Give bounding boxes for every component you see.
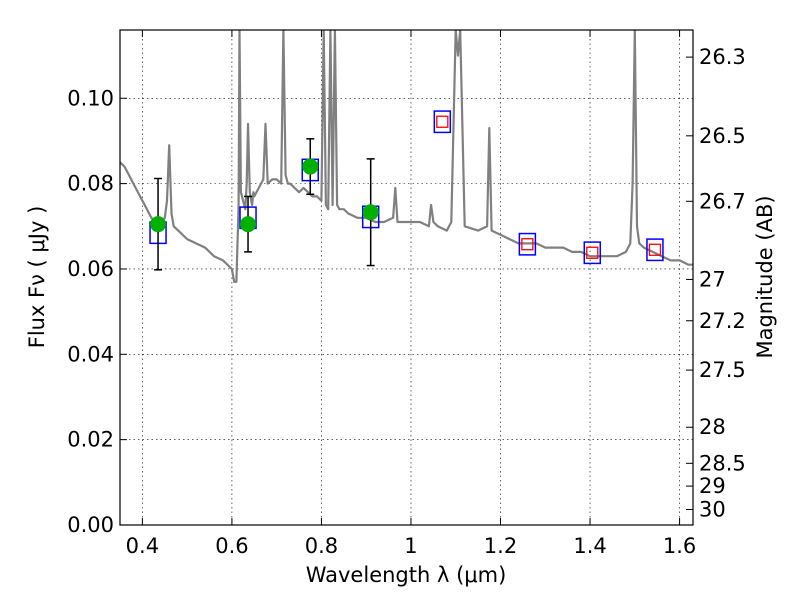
spectrum-layer bbox=[120, 30, 693, 283]
y-axis-label: Flux Fν ( μJy ) bbox=[25, 206, 49, 349]
right-tick-label: 26.5 bbox=[699, 124, 746, 148]
x-tick-label: 0.4 bbox=[126, 534, 159, 558]
tick-layer bbox=[120, 30, 693, 526]
y-tick-label: 0.08 bbox=[67, 172, 114, 196]
x-tick-label: 0.8 bbox=[305, 534, 338, 558]
right-tick-label: 27 bbox=[699, 267, 726, 291]
right-tick-label: 26.3 bbox=[699, 45, 746, 69]
x-tick-label: 1.6 bbox=[663, 534, 696, 558]
x-axis-label: Wavelength λ (μm) bbox=[306, 563, 507, 587]
y-tick-label: 0.02 bbox=[67, 428, 114, 452]
grid bbox=[120, 30, 693, 526]
right-tick-label: 29 bbox=[699, 474, 726, 498]
spectrum-line bbox=[120, 30, 693, 283]
y-tick-label: 0.06 bbox=[67, 257, 114, 281]
observed-point bbox=[362, 204, 379, 221]
model-box bbox=[583, 241, 602, 265]
observed-point-layer bbox=[150, 158, 379, 233]
x-tick-label: 0.6 bbox=[215, 534, 248, 558]
right-tick-label: 27.2 bbox=[699, 309, 746, 333]
x-tick-label: 1 bbox=[404, 534, 417, 558]
right-axis-label: Magnitude (AB) bbox=[753, 195, 777, 358]
model-box bbox=[518, 232, 537, 256]
label-layer: 0.4 0.6 0.8 1 1.2 1.4 1.6 0.00 0.02 0.04 0.06 0.08 0… bbox=[67, 45, 746, 558]
x-tick-label: 1.2 bbox=[484, 534, 517, 558]
right-tick-label: 26.7 bbox=[699, 189, 746, 213]
plot-area bbox=[120, 30, 693, 525]
observed-point bbox=[302, 158, 319, 175]
y-tick-label: 0.04 bbox=[67, 342, 114, 366]
right-tick-label: 28 bbox=[699, 415, 726, 439]
right-tick-label: 30 bbox=[699, 498, 726, 522]
observed-point bbox=[150, 216, 167, 233]
x-tick-label: 1.4 bbox=[573, 534, 606, 558]
y-tick-label: 0.00 bbox=[67, 513, 114, 537]
model-point bbox=[521, 238, 534, 251]
model-point bbox=[586, 246, 599, 259]
y-tick-label: 0.10 bbox=[67, 86, 114, 110]
model-point bbox=[436, 115, 449, 128]
model-point bbox=[648, 243, 662, 256]
observed-point bbox=[240, 216, 257, 233]
model-box bbox=[646, 238, 664, 262]
right-tick-label: 27.5 bbox=[699, 358, 746, 382]
model-box bbox=[433, 110, 452, 134]
right-tick-label: 28.5 bbox=[699, 451, 746, 475]
plot-frame bbox=[119, 29, 694, 526]
